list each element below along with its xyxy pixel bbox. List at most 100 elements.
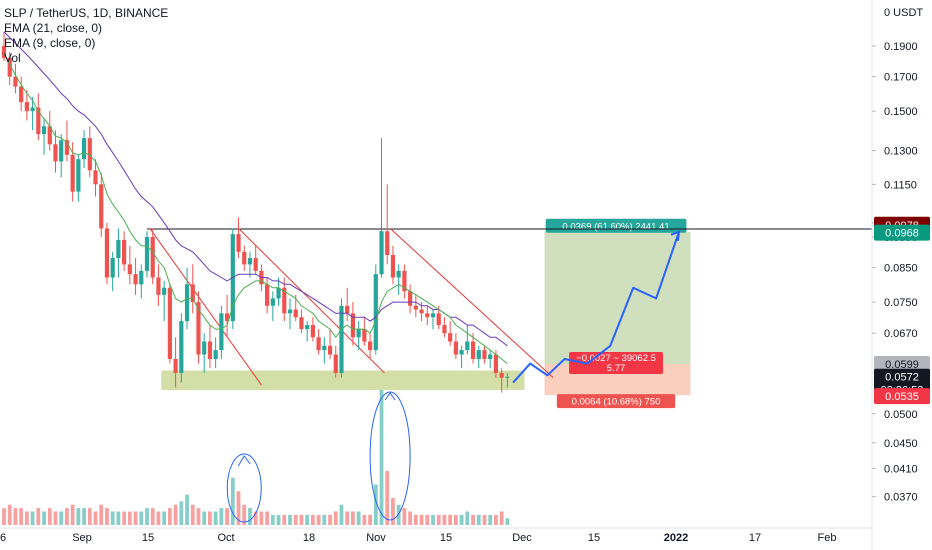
volume-bar: [133, 511, 138, 525]
y-tick-label: 0.0450: [884, 438, 918, 450]
volume-bar: [196, 508, 201, 525]
volume-bar: [99, 504, 104, 525]
candle-body: [282, 287, 287, 314]
volume-arrow-1: [237, 455, 251, 467]
candle-body: [305, 325, 310, 330]
candle-body: [116, 239, 121, 259]
candle-body: [505, 376, 510, 378]
candle-body: [379, 231, 384, 275]
volume-bar: [116, 511, 121, 525]
candle-body: [179, 321, 184, 373]
volume-bar: [156, 511, 161, 525]
candle-body: [19, 86, 24, 103]
target-label: 0.0369 (61.60%) 2441.41: [562, 221, 669, 232]
x-tick-label: 15: [588, 532, 600, 544]
candle-body: [270, 298, 275, 306]
volume-bar: [408, 511, 413, 525]
volume-bar: [179, 501, 184, 525]
volume-bar: [162, 511, 167, 525]
support-zone: [161, 370, 525, 391]
volume-bar: [213, 511, 218, 525]
volume-bar: [436, 514, 441, 525]
target-price-tag-label: 0.0968: [885, 228, 919, 240]
x-tick-label: Oct: [217, 532, 234, 544]
volume-bar: [42, 511, 46, 525]
volume-legend[interactable]: Vol: [4, 51, 21, 65]
volume-bar: [310, 514, 315, 525]
ema21-legend[interactable]: EMA (21, close, 0): [4, 21, 103, 35]
trend-line: [149, 228, 262, 386]
candle-body: [322, 345, 327, 351]
candle-body: [419, 309, 424, 314]
trend-line: [238, 228, 385, 374]
ema21-line: [3, 31, 508, 347]
candle-body: [316, 337, 321, 351]
candle-body: [122, 239, 127, 265]
stop-price-tag-label: 0.0535: [885, 391, 919, 403]
volume-bar: [316, 514, 321, 525]
candle-body: [24, 102, 29, 112]
chart-legend: SLP / TetherUS, 1D, BINANCE EMA (21, clo…: [4, 6, 168, 66]
volume-bar: [173, 504, 178, 525]
candle-body: [493, 354, 499, 373]
volume-bar: [202, 511, 207, 525]
volume-bar: [391, 498, 395, 525]
entry-label-line2: 5.77: [607, 363, 626, 374]
volume-bar: [190, 504, 195, 525]
candle-body: [64, 140, 70, 155]
candle-body: [373, 274, 378, 351]
candle-body: [390, 254, 396, 278]
volume-bar: [442, 514, 447, 525]
entry-label-box: [569, 352, 664, 375]
annotation-layer: [226, 230, 681, 523]
candle-body: [333, 354, 338, 373]
volume-bar: [47, 508, 52, 525]
volume-bar: [185, 494, 189, 525]
volume-bar: [305, 514, 310, 525]
candle-body: [436, 313, 441, 326]
y-tick-label: 0.0670: [884, 328, 918, 340]
candle-body: [156, 277, 161, 295]
candle-body: [207, 341, 213, 359]
candle-body: [453, 341, 458, 355]
projection-arrowhead: [670, 230, 681, 241]
y-tick-label: 0.0410: [884, 463, 918, 475]
volume-bar: [19, 508, 24, 525]
volume-bar: [36, 508, 41, 525]
volume-bar: [265, 511, 270, 525]
volume-bar: [453, 514, 458, 525]
candle-body: [167, 287, 172, 359]
candle-body: [139, 270, 144, 285]
x-tick-label: Sep: [72, 532, 92, 544]
volume-bar: [65, 508, 69, 525]
y-tick-label: 0.0500: [884, 409, 918, 421]
price-axis[interactable]: 0.19000.17000.15000.13000.11500.10000.09…: [872, 7, 923, 504]
volume-arrow-2: [384, 392, 396, 401]
x-tick-label: Dec: [512, 532, 532, 544]
y-tick-label: 0.1500: [884, 106, 918, 118]
candle-body: [133, 274, 138, 285]
candle-body: [476, 350, 481, 359]
candle-body: [144, 236, 150, 271]
candle-body: [70, 154, 75, 192]
ema9-line: [3, 53, 508, 364]
volume-bar: [339, 504, 344, 525]
candle-body: [202, 341, 207, 355]
volume-ellipse-2: [369, 391, 411, 521]
time-axis[interactable]: 6 Sep 15 Oct 18 Nov 15 Dec 15 2022 17 Feb: [0, 532, 836, 544]
volume-bar: [150, 508, 155, 525]
volume-bar: [293, 514, 298, 525]
volume-bar: [351, 511, 355, 525]
volume-bar: [288, 514, 292, 525]
candle-body: [413, 305, 418, 310]
candle-body: [499, 372, 504, 378]
candle-body: [459, 350, 464, 355]
candle-body: [53, 144, 58, 162]
volume-bar: [70, 504, 75, 525]
ema9-legend[interactable]: EMA (9, close, 0): [4, 36, 96, 50]
symbol-title[interactable]: SLP / TetherUS, 1D, BINANCE: [4, 6, 169, 20]
volume-bar: [87, 508, 92, 525]
x-tick-label: 15: [440, 532, 452, 544]
